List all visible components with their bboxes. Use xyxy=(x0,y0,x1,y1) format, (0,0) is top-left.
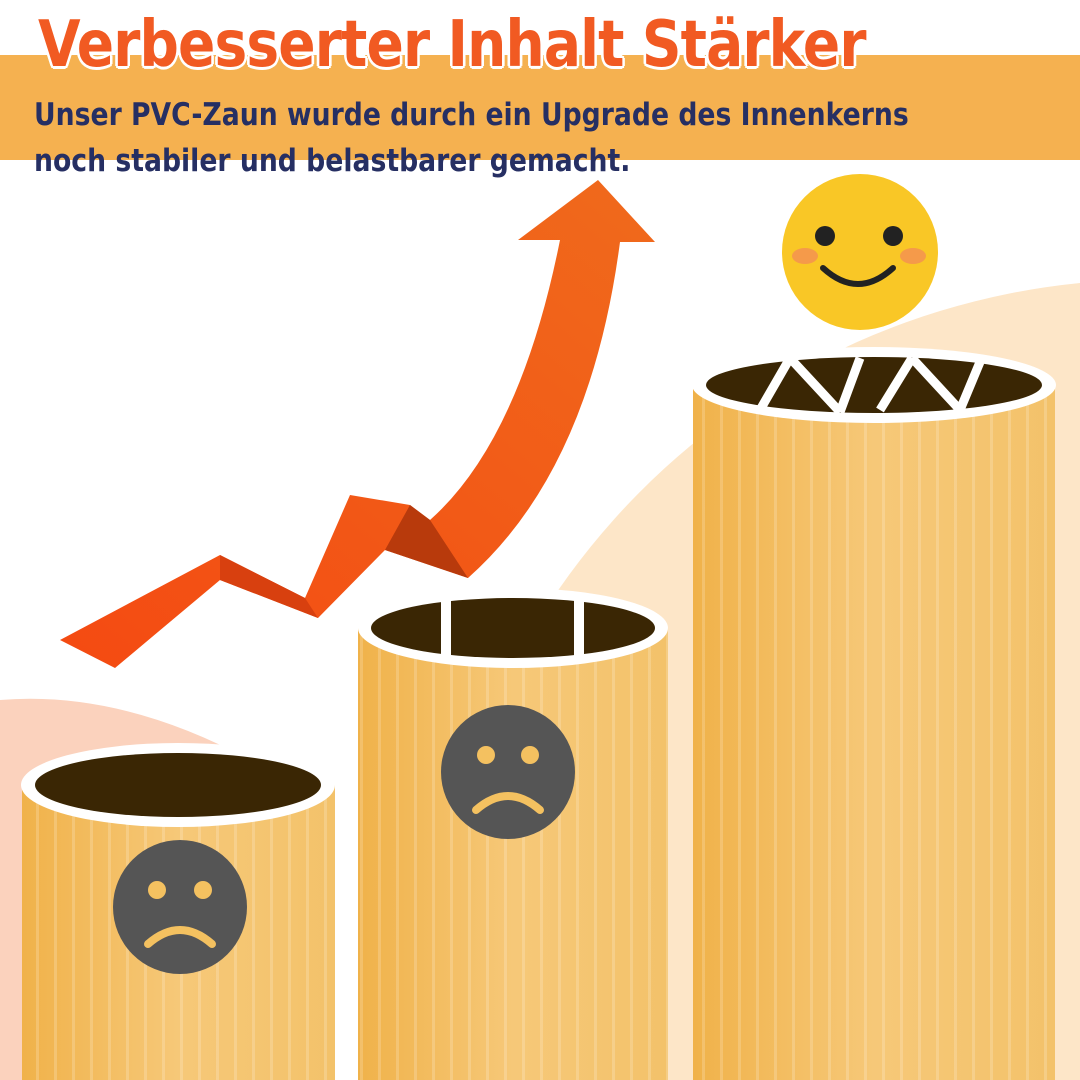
happy-face-icon xyxy=(782,174,938,330)
pillar-large xyxy=(692,347,1056,1080)
arrow-fold xyxy=(385,505,468,578)
pillar-medium xyxy=(358,588,668,1080)
arrow-fold xyxy=(220,555,318,618)
growth-arrow-icon xyxy=(60,180,655,668)
subtitle-line-1: Unser PVC-Zaun wurde durch ein Upgrade d… xyxy=(34,97,909,133)
pillar-small xyxy=(21,743,335,1080)
page-subtitle: Unser PVC-Zaun wurde durch ein Upgrade d… xyxy=(34,92,909,184)
sad-face-icon xyxy=(441,705,575,839)
subtitle-line-2: noch stabiler und belastbarer gemacht. xyxy=(34,143,631,179)
sad-face-icon xyxy=(113,840,247,974)
header-band xyxy=(0,55,1080,160)
page-title: Verbesserter Inhalt Stärker xyxy=(38,8,867,82)
